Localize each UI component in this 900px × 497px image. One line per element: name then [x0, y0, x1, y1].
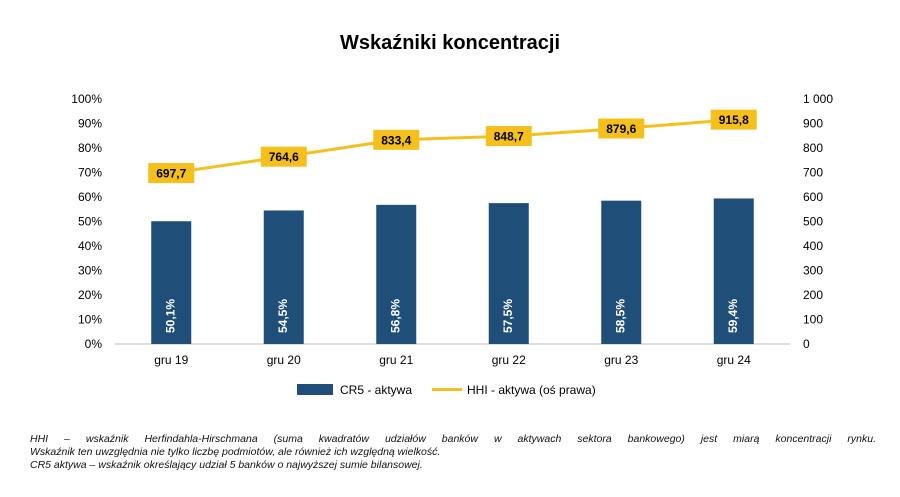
footnote-line-hhi-note: Wskaźnik ten uwzględnia nie tylko liczbę… [30, 446, 441, 458]
left-axis-tick-label: 100% [71, 92, 102, 106]
legend: CR5 - aktywa HHI - aktywa (oś prawa) [297, 383, 596, 397]
right-axis-tick-label: 200 [803, 288, 823, 302]
right-axis-tick-label: 900 [803, 117, 823, 131]
bar-data-label: 57,5% [501, 299, 515, 333]
left-axis-tick-label: 60% [78, 190, 102, 204]
line-data-label-box [148, 163, 195, 184]
legend-label-hhi: HHI - aktywa (oś prawa) [467, 383, 596, 397]
line-data-label: 848,7 [494, 130, 524, 144]
line-data-label: 915,8 [719, 113, 749, 127]
right-axis-tick-label: 600 [803, 190, 823, 204]
bar-data-label: 59,4% [726, 299, 740, 333]
line-data-label-box [373, 129, 420, 150]
footnote-line-cr5: CR5 aktywa – wskaźnik określający udział… [30, 459, 423, 471]
right-axis-tick-label: 700 [803, 166, 823, 180]
x-axis-tick-label: gru 21 [379, 353, 413, 367]
chart-area: 0% 10% 20% 30% 40% 50% 60% 70% 80% 90% 100% 0 100 20… [71, 92, 833, 397]
line-series-hhi: 697,7 764,6 833,4 848,7 879,6 915,8 [148, 109, 757, 184]
left-axis-tick-label: 0% [85, 337, 103, 351]
right-axis-tick-label: 400 [803, 239, 823, 253]
footnote-line-hhi: HHI – wskaźnik Herfindahla-Hirschmana (s… [30, 433, 876, 445]
line-data-label: 879,6 [606, 122, 636, 136]
right-axis: 0 100 200 300 400 500 600 700 800 900 1 000 [803, 92, 833, 351]
bar-series-cr5: 50,1% 54,5% 56,8% 57,5% 58,5% 59,4% [151, 198, 754, 344]
x-axis-tick-label: gru 22 [492, 353, 526, 367]
bar-data-label: 54,5% [276, 299, 290, 333]
x-axis-tick-label: gru 24 [717, 353, 751, 367]
bar [713, 198, 754, 344]
right-axis-tick-label: 300 [803, 264, 823, 278]
left-axis-tick-label: 40% [78, 239, 102, 253]
legend-label-cr5: CR5 - aktywa [340, 383, 412, 397]
bar-data-label: 50,1% [163, 299, 177, 333]
x-axis-tick-label: gru 19 [154, 353, 188, 367]
line-data-label-box [598, 118, 645, 139]
right-axis-tick-label: 100 [803, 313, 823, 327]
bar [488, 203, 529, 344]
line-data-label: 697,7 [156, 167, 186, 181]
line-data-label-box [710, 109, 757, 130]
x-axis-tick-label: gru 20 [267, 353, 301, 367]
bar-data-label: 56,8% [388, 299, 402, 333]
bar-data-label: 58,5% [613, 299, 627, 333]
left-axis-tick-label: 80% [78, 141, 102, 155]
bar [376, 204, 417, 344]
left-axis-tick-label: 20% [78, 288, 102, 302]
left-axis: 0% 10% 20% 30% 40% 50% 60% 70% 80% 90% 100% [71, 92, 102, 351]
chart-title: Wskaźniki koncentracji [339, 32, 561, 54]
left-axis-tick-label: 70% [78, 166, 102, 180]
left-axis-tick-label: 90% [78, 117, 102, 131]
right-axis-tick-label: 0 [803, 337, 810, 351]
bar [151, 221, 192, 344]
line-data-label-box [485, 126, 532, 147]
bar [263, 210, 304, 344]
left-axis-tick-label: 50% [78, 215, 102, 229]
line-data-label-box [260, 146, 307, 167]
x-axis-labels: gru 19 gru 20 gru 21 gru 22 gru 23 gru 24 [154, 353, 751, 367]
x-axis-tick-label: gru 23 [604, 353, 638, 367]
line-data-label: 833,4 [381, 133, 411, 147]
line-data-label: 764,6 [269, 150, 299, 164]
right-axis-tick-label: 500 [803, 215, 823, 229]
right-axis-tick-label: 800 [803, 141, 823, 155]
bar [601, 200, 642, 344]
hhi-line [171, 118, 734, 175]
footnote: HHI – wskaźnik Herfindahla-Hirschmana (s… [30, 433, 876, 472]
left-axis-tick-label: 30% [78, 264, 102, 278]
left-axis-tick-label: 10% [78, 313, 102, 327]
right-axis-tick-label: 1 000 [803, 92, 833, 106]
legend-swatch-cr5 [297, 384, 333, 395]
